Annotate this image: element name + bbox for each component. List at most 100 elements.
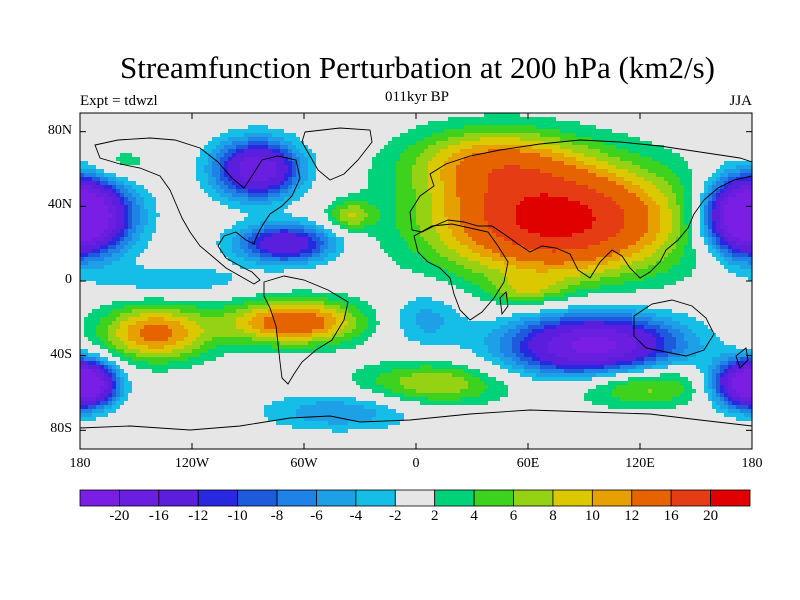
field-cell: [744, 217, 749, 222]
field-cell: [740, 225, 745, 230]
field-cell: [92, 177, 97, 182]
field-cell: [172, 201, 177, 206]
field-cell: [520, 217, 525, 222]
field-cell: [688, 153, 693, 158]
field-cell: [84, 217, 89, 222]
field-cell: [576, 197, 581, 202]
field-cell: [572, 153, 577, 158]
field-cell: [160, 153, 165, 158]
field-cell: [80, 113, 85, 118]
field-cell: [248, 229, 253, 234]
field-cell: [252, 193, 257, 198]
field-cell: [432, 165, 437, 170]
field-cell: [136, 225, 141, 230]
field-cell: [148, 137, 153, 142]
field-cell: [188, 205, 193, 210]
field-cell: [180, 229, 185, 234]
field-cell: [104, 133, 109, 138]
field-cell: [348, 157, 353, 162]
field-cell: [504, 173, 509, 178]
field-cell: [584, 189, 589, 194]
field-cell: [224, 153, 229, 158]
field-cell: [128, 185, 133, 190]
field-cell: [316, 193, 321, 198]
field-cell: [564, 217, 569, 222]
field-cell: [736, 165, 741, 170]
field-cell: [344, 149, 349, 154]
field-cell: [260, 133, 265, 138]
field-cell: [164, 189, 169, 194]
field-cell: [516, 169, 521, 174]
field-cell: [608, 201, 613, 206]
field-cell: [204, 129, 209, 134]
field-cell: [616, 133, 621, 138]
field-cell: [620, 169, 625, 174]
field-cell: [260, 197, 265, 202]
field-cell: [692, 137, 697, 142]
field-cell: [368, 189, 373, 194]
field-cell: [308, 213, 313, 218]
field-cell: [108, 137, 113, 142]
field-cell: [160, 149, 165, 154]
field-cell: [732, 125, 737, 130]
field-cell: [368, 137, 373, 142]
field-cell: [132, 161, 137, 166]
field-cell: [488, 181, 493, 186]
field-cell: [480, 153, 485, 158]
field-cell: [624, 137, 629, 142]
field-cell: [636, 153, 641, 158]
field-cell: [236, 205, 241, 210]
field-cell: [248, 189, 253, 194]
field-cell: [652, 141, 657, 146]
field-cell: [100, 225, 105, 230]
field-cell: [456, 161, 461, 166]
field-cell: [680, 137, 685, 142]
field-cell: [388, 161, 393, 166]
field-cell: [660, 173, 665, 178]
field-cell: [740, 153, 745, 158]
field-cell: [544, 133, 549, 138]
field-cell: [284, 121, 289, 126]
field-cell: [84, 113, 89, 118]
field-cell: [452, 177, 457, 182]
field-cell: [724, 177, 729, 182]
field-cell: [220, 221, 225, 226]
field-cell: [696, 177, 701, 182]
field-cell: [488, 205, 493, 210]
field-cell: [312, 153, 317, 158]
field-cell: [524, 149, 529, 154]
field-cell: [128, 129, 133, 134]
field-cell: [488, 145, 493, 150]
field-cell: [300, 225, 305, 230]
field-cell: [364, 145, 369, 150]
field-cell: [656, 121, 661, 126]
field-cell: [168, 121, 173, 126]
field-cell: [696, 133, 701, 138]
field-cell: [140, 173, 145, 178]
field-cell: [264, 225, 269, 230]
field-cell: [144, 173, 149, 178]
field-cell: [348, 201, 353, 206]
field-cell: [520, 181, 525, 186]
field-cell: [352, 213, 357, 218]
field-cell: [476, 213, 481, 218]
field-cell: [684, 217, 689, 222]
field-cell: [620, 225, 625, 230]
field-cell: [500, 197, 505, 202]
field-cell: [664, 185, 669, 190]
field-cell: [656, 189, 661, 194]
field-cell: [620, 141, 625, 146]
field-cell: [712, 181, 717, 186]
field-cell: [692, 153, 697, 158]
field-cell: [700, 149, 705, 154]
field-cell: [216, 225, 221, 230]
field-cell: [408, 229, 413, 234]
field-cell: [656, 173, 661, 178]
field-cell: [276, 117, 281, 122]
field-cell: [168, 153, 173, 158]
field-cell: [268, 157, 273, 162]
field-cell: [620, 209, 625, 214]
field-cell: [540, 121, 545, 126]
field-cell: [748, 213, 753, 218]
field-cell: [140, 113, 145, 118]
